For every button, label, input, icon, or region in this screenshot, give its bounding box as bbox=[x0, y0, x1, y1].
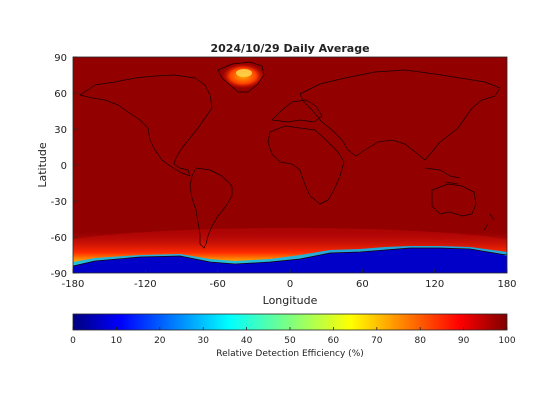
x-tick-label: -60 bbox=[209, 279, 225, 290]
y-tick-label: -30 bbox=[51, 197, 67, 208]
x-axis: -180 -120 -60 0 60 120 180 bbox=[62, 269, 517, 290]
coastline-north-america bbox=[79, 74, 213, 177]
colorbar-tick-label: 80 bbox=[414, 336, 426, 346]
coastline-australia bbox=[431, 183, 477, 217]
x-tick-label: -120 bbox=[134, 279, 157, 290]
colorbar-tick-label: 60 bbox=[328, 336, 340, 346]
y-tick-label: -90 bbox=[51, 269, 67, 280]
colorbar-tick-label: 100 bbox=[498, 336, 515, 346]
colorbar-tick-label: 50 bbox=[284, 336, 296, 346]
colorbar-tick-label: 0 bbox=[70, 336, 76, 346]
x-tick-label: 60 bbox=[356, 279, 369, 290]
y-tick-label: 0 bbox=[61, 161, 67, 172]
coastline-africa-europe bbox=[267, 99, 345, 205]
colorbar-axis: 0 10 20 30 40 50 60 70 80 90 100 bbox=[70, 327, 516, 346]
y-tick-label: 90 bbox=[54, 53, 67, 64]
coastline-south-america bbox=[189, 167, 233, 249]
colorbar-tick-label: 40 bbox=[241, 336, 253, 346]
coastline-greenland bbox=[217, 61, 265, 93]
coastline-new-zealand bbox=[483, 213, 495, 231]
colorbar-tick-label: 10 bbox=[111, 336, 123, 346]
y-tick-label: 60 bbox=[54, 89, 67, 100]
colorbar-tick-label: 90 bbox=[458, 336, 470, 346]
map-title: 2024/10/29 Daily Average bbox=[210, 42, 369, 55]
x-tick-label: 0 bbox=[287, 279, 293, 290]
x-axis-label: Longitude bbox=[263, 294, 318, 307]
x-tick-label: 180 bbox=[497, 279, 516, 290]
y-axis: 90 60 30 0 -30 -60 -90 bbox=[51, 53, 77, 280]
y-axis-label: Latitude bbox=[36, 142, 49, 188]
y-tick-label: 30 bbox=[54, 125, 67, 136]
x-tick-label: 120 bbox=[425, 279, 444, 290]
colorbar-tick-label: 30 bbox=[197, 336, 209, 346]
colorbar-tick-label: 70 bbox=[371, 336, 383, 346]
colorbar-label: Relative Detection Efficiency (%) bbox=[216, 349, 364, 359]
x-tick-label: -180 bbox=[62, 279, 85, 290]
antarctica-low-efficiency-region bbox=[73, 248, 507, 273]
colorbar-tick-label: 20 bbox=[154, 336, 166, 346]
greenland-core bbox=[236, 69, 252, 77]
coastline-antarctica bbox=[73, 247, 507, 267]
antarctica-cyan-edge bbox=[73, 246, 507, 266]
coastline-asia bbox=[299, 69, 501, 161]
map-area bbox=[73, 57, 507, 273]
y-tick-label: -60 bbox=[51, 233, 67, 244]
coastlines bbox=[73, 61, 507, 267]
coastline-indonesia bbox=[424, 167, 461, 185]
